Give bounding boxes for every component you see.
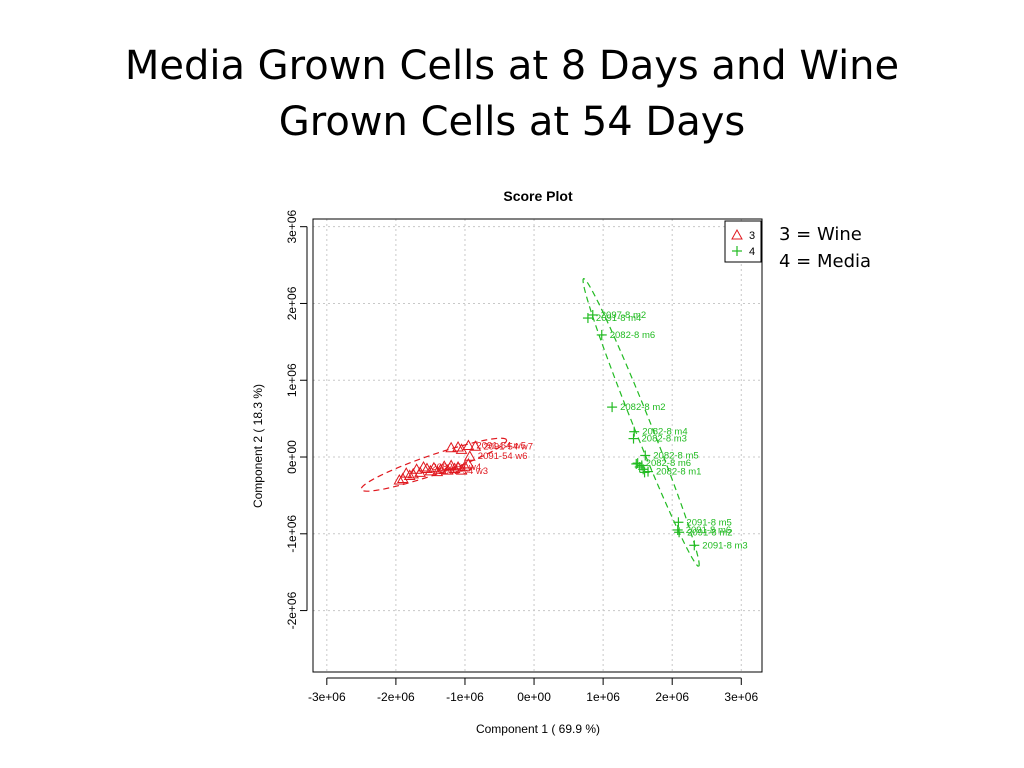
x-tick-label-4: 1e+06 <box>586 690 620 704</box>
point-series-3-1 <box>469 440 482 451</box>
point-label-4-14: 2091-8 m5 <box>686 517 731 528</box>
point-label-4-7: 2082-8 m6 <box>646 458 691 469</box>
confidence-ellipse-4 <box>582 277 700 567</box>
y-tick-label-2: 0e+00 <box>285 440 299 474</box>
legend-marker-3 <box>731 228 743 240</box>
legend-marker-4 <box>732 246 742 256</box>
point-series-3-10 <box>421 462 433 474</box>
point-series-4-17 <box>689 540 700 551</box>
point-series-3-0 <box>462 439 475 450</box>
x-tick-label-2: -1e+06 <box>446 690 484 704</box>
point-label-3-2: 2091-54 w6 <box>478 451 528 462</box>
point-series-3-2 <box>463 450 476 461</box>
y-tick-label-0: -2e+06 <box>285 591 299 629</box>
legend-box <box>724 220 762 263</box>
slide-title-line-2: Grown Cells at 54 Days <box>278 99 746 145</box>
slide-title: Media Grown Cells at 8 Days and Wine Gro… <box>60 38 964 150</box>
point-series-3-22 <box>407 467 420 479</box>
point-series-3-12 <box>431 465 444 477</box>
point-series-3-20 <box>459 460 471 471</box>
point-label-4-13: 2082-8 m1 <box>656 467 701 478</box>
y-tick-label-1: -1e+06 <box>285 515 299 553</box>
y-tick-label-3: 1e+06 <box>285 363 299 397</box>
group-legend-note: 3 = Wine 4 = Media <box>779 221 871 275</box>
point-series-3-3 <box>417 460 430 472</box>
point-series-3-26 <box>393 474 406 485</box>
legend-note-media: 4 = Media <box>779 251 872 272</box>
x-axis-label: Component 1 ( 69.9 %) <box>476 722 600 736</box>
point-series-3-14 <box>438 460 451 471</box>
point-label-3-0: 2091-54 w5 <box>476 441 526 452</box>
legend-note-wine: 3 = Wine <box>779 224 862 245</box>
point-series-3-25 <box>400 467 413 478</box>
grid-layer <box>313 219 762 672</box>
point-series-3-17 <box>448 462 461 474</box>
point-series-4-16 <box>674 527 685 538</box>
point-series-3-19 <box>455 464 468 475</box>
point-series-4-4 <box>629 426 640 437</box>
x-tick-label-5: 2e+06 <box>655 690 689 704</box>
legend-label-3: 3 <box>749 230 755 242</box>
point-label-4-5: 2082-8 m3 <box>642 434 687 445</box>
x-tick-label-0: -3e+06 <box>308 690 346 704</box>
point-label-4-16: 2091-8 m2 <box>687 527 732 538</box>
point-series-4-14 <box>673 517 684 528</box>
point-series-3-7 <box>455 443 468 454</box>
point-series-3-4 <box>424 464 437 476</box>
point-label-3-1: 2091-54 w7 <box>483 441 533 452</box>
point-series-4-2 <box>596 329 607 340</box>
y-tick-label-5: 3e+06 <box>285 210 299 244</box>
point-label-4-4: 2082-8 m4 <box>642 427 687 438</box>
point-series-4-5 <box>628 433 639 444</box>
chart-title: Score Plot <box>503 188 573 204</box>
ellipse-layer <box>360 277 700 567</box>
point-series-3-24 <box>396 472 409 484</box>
point-series-4-15 <box>672 524 683 535</box>
slide-title-line-1: Media Grown Cells at 8 Days and Wine <box>124 43 900 89</box>
y-axis-label: Component 2 ( 18.3 %) <box>251 384 265 508</box>
chart-legend: 34 <box>724 220 762 263</box>
point-series-3-5 <box>445 441 458 453</box>
point-label-4-15: 2091-8 m6 <box>686 525 731 536</box>
x-tick-label-6: 3e+06 <box>724 690 758 704</box>
point-label-4-0: 2097-8 m2 <box>601 310 646 321</box>
point-series-3-23 <box>403 469 416 480</box>
x-tick-label-3: 0e+00 <box>517 690 551 704</box>
point-label-4-3: 2082-8 m2 <box>620 402 665 413</box>
point-series-3-21 <box>462 457 475 469</box>
point-series-4-1 <box>582 313 593 324</box>
legend-label-4: 4 <box>749 246 755 258</box>
point-series-3-11 <box>428 461 440 473</box>
point-label-4-6: 2082-8 m5 <box>653 450 698 461</box>
point-label-4-17: 2091-8 m3 <box>702 540 747 551</box>
point-label-4-2: 2082-8 m6 <box>610 330 655 341</box>
x-tick-label-1: -2e+06 <box>377 690 415 704</box>
point-series-4-6 <box>640 450 651 461</box>
plot-frame <box>312 218 763 673</box>
axis-layer: -3e+06 -2e+06 -1e+06 0e+00 1e+06 2e+06 3e+06 -2… <box>285 210 758 704</box>
point-series-4-13 <box>643 466 654 477</box>
point-series-4-3 <box>607 402 618 413</box>
y-tick-label-4: 2e+06 <box>285 286 299 320</box>
point-label-4-1: 2091-8 m4 <box>596 313 641 324</box>
point-series-3-13 <box>434 463 447 474</box>
